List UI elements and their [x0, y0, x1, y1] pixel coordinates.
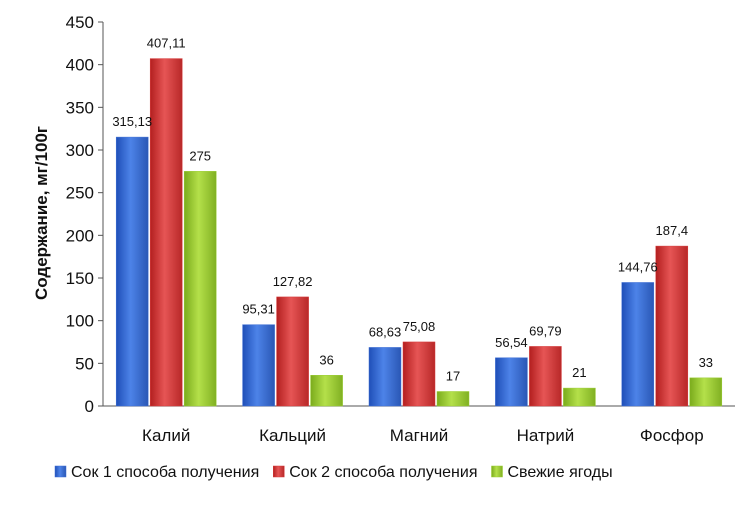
y-tick-label: 250 [66, 184, 94, 203]
bar [183, 171, 217, 407]
data-label: 17 [446, 368, 460, 383]
data-label: 68,63 [369, 324, 402, 339]
x-tick-label: Кальций [259, 426, 326, 445]
y-tick-label: 350 [66, 98, 94, 117]
bar [689, 377, 723, 407]
legend-label: Свежие ягоды [508, 464, 613, 481]
data-label: 187,4 [656, 223, 689, 238]
data-label: 127,82 [273, 274, 313, 289]
legend-swatch [491, 465, 503, 478]
bar [655, 245, 689, 407]
data-label: 144,76 [618, 259, 658, 274]
y-tick-label: 450 [66, 13, 94, 32]
bar [563, 387, 596, 407]
x-tick-label: Натрий [517, 426, 575, 445]
bar [242, 324, 275, 407]
data-label: 275 [189, 148, 211, 163]
bar [368, 347, 402, 407]
y-tick-label: 150 [66, 269, 94, 288]
bar [149, 58, 183, 407]
bar [621, 282, 655, 407]
y-tick-labels: 0 50 100 150 200 250 300 350 400 450 [66, 13, 103, 416]
y-tick-label: 200 [66, 226, 94, 245]
legend-swatch [273, 465, 285, 478]
legend-label: Сок 1 способа получения [71, 464, 259, 481]
data-label: 75,08 [403, 319, 436, 334]
y-tick-label: 0 [85, 397, 94, 416]
y-tick-label: 300 [66, 141, 94, 160]
x-tick-label: Магний [390, 426, 448, 445]
data-label: 407,11 [147, 36, 186, 51]
bars [115, 58, 723, 407]
y-tick-label: 400 [66, 56, 94, 75]
legend: Сок 1 способа получения Сок 2 способа пол… [54, 464, 613, 481]
bar [115, 136, 149, 407]
data-label: 21 [572, 365, 586, 380]
y-tick-label: 50 [75, 354, 94, 373]
bar [495, 357, 528, 407]
data-label: 95,31 [242, 302, 275, 317]
bar [529, 346, 562, 407]
data-label: 69,79 [529, 323, 562, 338]
bar [310, 375, 343, 407]
data-label: 36 [319, 352, 333, 367]
bar [436, 391, 470, 407]
y-tick-label: 100 [66, 312, 94, 331]
data-label: 315,13 [112, 114, 152, 129]
y-axis-title: Содержание, мг/100г [32, 126, 51, 300]
legend-swatch [54, 465, 67, 478]
data-label: 56,54 [495, 335, 528, 350]
bar [402, 341, 436, 407]
bar [276, 296, 309, 407]
x-tick-label: Фосфор [640, 426, 704, 445]
legend-label: Сок 2 способа получения [289, 464, 477, 481]
x-tick-label: Калий [142, 426, 190, 445]
value-labels: 315,13 407,11 275 95,31 127,82 36 68,63 75,08 17… [112, 36, 713, 384]
data-label: 33 [699, 355, 713, 370]
category-labels: Калий Кальций Магний Натрий Фосфор [142, 426, 704, 445]
